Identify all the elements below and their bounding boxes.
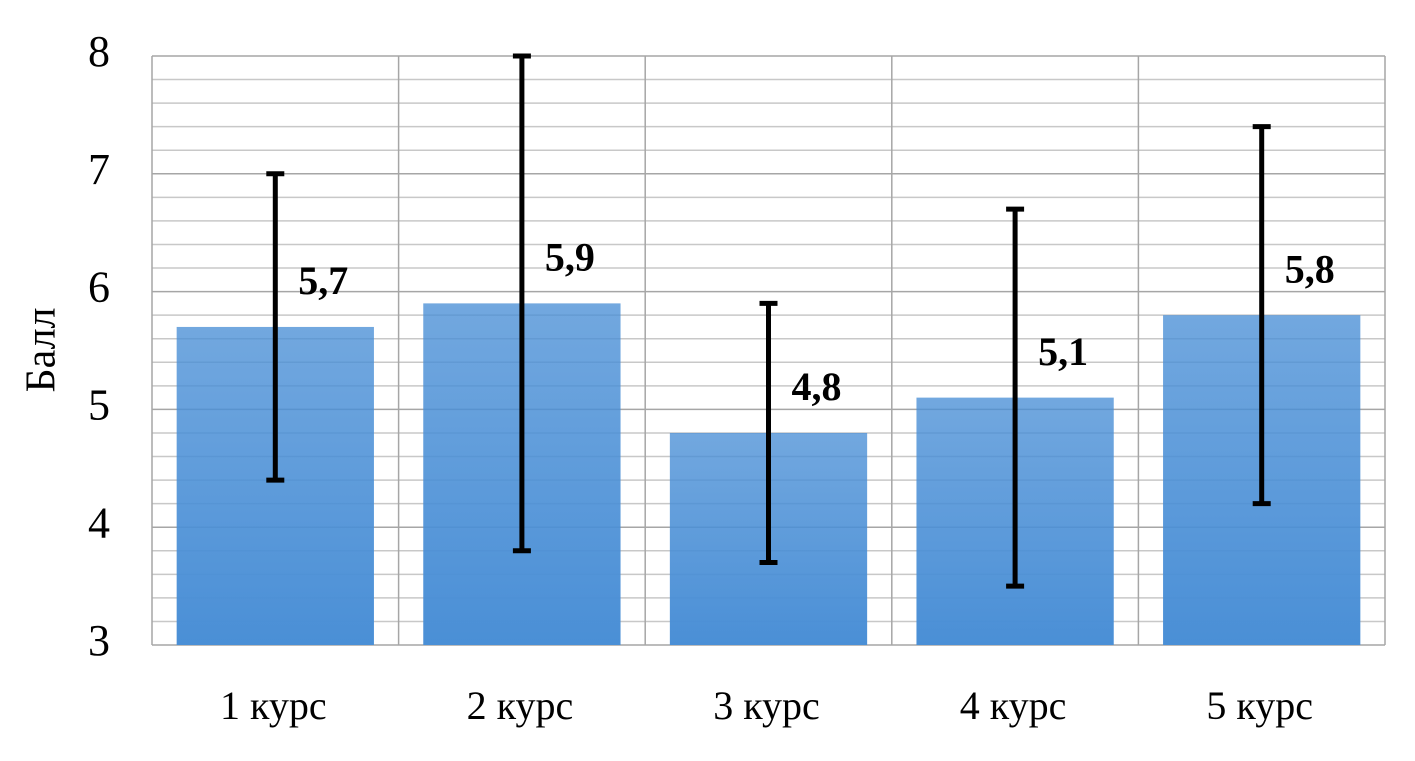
x-tick-label: 1 курс — [220, 683, 327, 728]
error-bar — [512, 53, 531, 554]
y-tick-label: 8 — [88, 27, 110, 76]
y-tick-label: 4 — [88, 498, 110, 547]
y-tick-label: 7 — [88, 145, 110, 194]
y-tick-label: 5 — [88, 380, 110, 429]
x-tick-label: 4 курс — [960, 683, 1067, 728]
x-tick-label: 3 курс — [713, 683, 820, 728]
error-bar — [1252, 124, 1271, 507]
value-label: 4,8 — [792, 364, 842, 409]
y-tick-label: 6 — [88, 263, 110, 312]
x-tick-label: 2 курс — [467, 683, 574, 728]
error-bar — [266, 171, 285, 483]
value-label: 5,1 — [1038, 329, 1088, 374]
value-label: 5,9 — [545, 235, 595, 280]
error-bar — [759, 300, 778, 566]
x-tick-label: 5 курс — [1206, 683, 1313, 728]
y-axis-title: Балл — [19, 307, 65, 392]
y-tick-label: 3 — [88, 616, 110, 665]
value-label: 5,7 — [298, 258, 348, 303]
value-label: 5,8 — [1285, 246, 1335, 291]
error-bar — [1006, 206, 1025, 589]
